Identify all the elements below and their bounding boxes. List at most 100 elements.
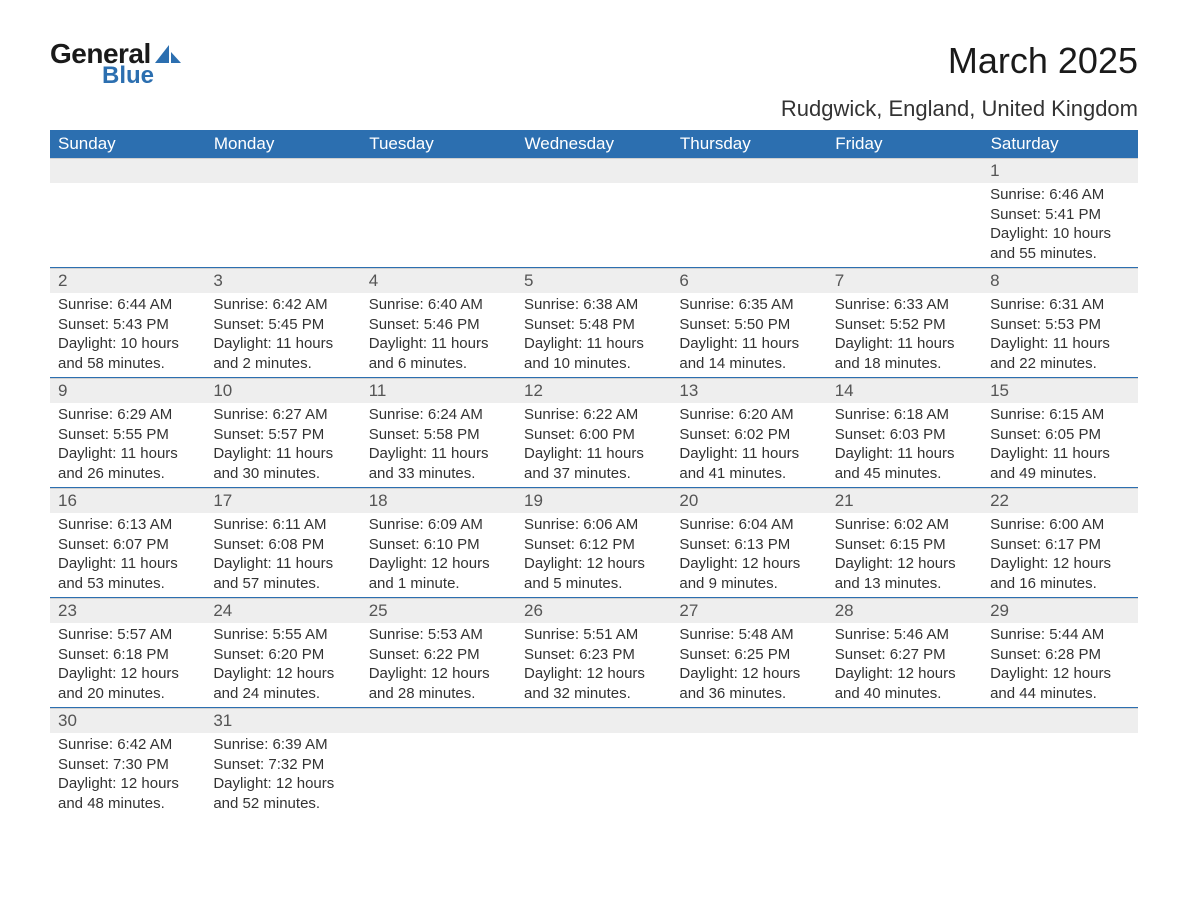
day-number <box>205 158 360 183</box>
daylight-line-1: Daylight: 11 hours <box>369 444 508 464</box>
day-number: 4 <box>361 268 516 293</box>
calendar-day-cell: 10Sunrise: 6:27 AMSunset: 5:57 PMDayligh… <box>205 378 360 488</box>
day-content: Sunrise: 6:29 AMSunset: 5:55 PMDaylight:… <box>50 403 205 487</box>
daylight-line-1: Daylight: 11 hours <box>990 334 1129 354</box>
sunset-line: Sunset: 6:05 PM <box>990 425 1129 445</box>
calendar-week-row: 1Sunrise: 6:46 AMSunset: 5:41 PMDaylight… <box>50 158 1138 268</box>
location-subtitle: Rudgwick, England, United Kingdom <box>781 96 1138 122</box>
daylight-line-1: Daylight: 12 hours <box>213 664 352 684</box>
sunrise-line: Sunrise: 5:53 AM <box>369 625 508 645</box>
calendar-day-cell <box>50 158 205 268</box>
day-content: Sunrise: 6:31 AMSunset: 5:53 PMDaylight:… <box>982 293 1137 377</box>
sunrise-line: Sunrise: 6:46 AM <box>990 185 1129 205</box>
sunset-line: Sunset: 5:46 PM <box>369 315 508 335</box>
day-content: Sunrise: 6:20 AMSunset: 6:02 PMDaylight:… <box>671 403 826 487</box>
sunset-line: Sunset: 6:20 PM <box>213 645 352 665</box>
day-content: Sunrise: 6:15 AMSunset: 6:05 PMDaylight:… <box>982 403 1137 487</box>
daylight-line-2: and 1 minute. <box>369 574 508 594</box>
calendar-day-cell: 30Sunrise: 6:42 AMSunset: 7:30 PMDayligh… <box>50 708 205 818</box>
sunrise-line: Sunrise: 6:24 AM <box>369 405 508 425</box>
sunrise-line: Sunrise: 6:42 AM <box>213 295 352 315</box>
daylight-line-1: Daylight: 11 hours <box>990 444 1129 464</box>
calendar-day-cell: 21Sunrise: 6:02 AMSunset: 6:15 PMDayligh… <box>827 488 982 598</box>
day-content: Sunrise: 5:48 AMSunset: 6:25 PMDaylight:… <box>671 623 826 707</box>
calendar-day-cell: 2Sunrise: 6:44 AMSunset: 5:43 PMDaylight… <box>50 268 205 378</box>
daylight-line-2: and 18 minutes. <box>835 354 974 374</box>
day-number: 5 <box>516 268 671 293</box>
daylight-line-2: and 14 minutes. <box>679 354 818 374</box>
day-content: Sunrise: 6:42 AMSunset: 5:45 PMDaylight:… <box>205 293 360 377</box>
day-number: 18 <box>361 488 516 513</box>
daylight-line-1: Daylight: 11 hours <box>58 554 197 574</box>
calendar-day-cell: 14Sunrise: 6:18 AMSunset: 6:03 PMDayligh… <box>827 378 982 488</box>
calendar-day-cell: 16Sunrise: 6:13 AMSunset: 6:07 PMDayligh… <box>50 488 205 598</box>
sunset-line: Sunset: 6:00 PM <box>524 425 663 445</box>
daylight-line-1: Daylight: 12 hours <box>369 554 508 574</box>
daylight-line-2: and 22 minutes. <box>990 354 1129 374</box>
daylight-line-1: Daylight: 10 hours <box>58 334 197 354</box>
sunrise-line: Sunrise: 5:51 AM <box>524 625 663 645</box>
page-header: General Blue March 2025 Rudgwick, Englan… <box>50 40 1138 122</box>
day-content: Sunrise: 6:33 AMSunset: 5:52 PMDaylight:… <box>827 293 982 377</box>
day-number: 28 <box>827 598 982 623</box>
sunset-line: Sunset: 6:15 PM <box>835 535 974 555</box>
calendar-day-cell: 20Sunrise: 6:04 AMSunset: 6:13 PMDayligh… <box>671 488 826 598</box>
daylight-line-1: Daylight: 11 hours <box>679 334 818 354</box>
calendar-day-cell: 19Sunrise: 6:06 AMSunset: 6:12 PMDayligh… <box>516 488 671 598</box>
day-number <box>827 708 982 733</box>
calendar-day-cell: 5Sunrise: 6:38 AMSunset: 5:48 PMDaylight… <box>516 268 671 378</box>
daylight-line-2: and 37 minutes. <box>524 464 663 484</box>
sunset-line: Sunset: 6:18 PM <box>58 645 197 665</box>
calendar-day-cell: 31Sunrise: 6:39 AMSunset: 7:32 PMDayligh… <box>205 708 360 818</box>
calendar-day-cell: 26Sunrise: 5:51 AMSunset: 6:23 PMDayligh… <box>516 598 671 708</box>
day-content: Sunrise: 6:13 AMSunset: 6:07 PMDaylight:… <box>50 513 205 597</box>
day-content: Sunrise: 6:22 AMSunset: 6:00 PMDaylight:… <box>516 403 671 487</box>
day-number: 25 <box>361 598 516 623</box>
day-number: 29 <box>982 598 1137 623</box>
daylight-line-2: and 13 minutes. <box>835 574 974 594</box>
day-content: Sunrise: 5:55 AMSunset: 6:20 PMDaylight:… <box>205 623 360 707</box>
daylight-line-2: and 24 minutes. <box>213 684 352 704</box>
sunrise-line: Sunrise: 6:44 AM <box>58 295 197 315</box>
weekday-header: Thursday <box>671 130 826 158</box>
sunset-line: Sunset: 6:13 PM <box>679 535 818 555</box>
title-block: March 2025 Rudgwick, England, United Kin… <box>781 40 1138 122</box>
sunset-line: Sunset: 6:02 PM <box>679 425 818 445</box>
daylight-line-2: and 57 minutes. <box>213 574 352 594</box>
daylight-line-1: Daylight: 12 hours <box>835 664 974 684</box>
calendar-day-cell: 4Sunrise: 6:40 AMSunset: 5:46 PMDaylight… <box>361 268 516 378</box>
day-number: 12 <box>516 378 671 403</box>
calendar-week-row: 30Sunrise: 6:42 AMSunset: 7:30 PMDayligh… <box>50 708 1138 818</box>
day-number <box>516 708 671 733</box>
calendar-day-cell: 13Sunrise: 6:20 AMSunset: 6:02 PMDayligh… <box>671 378 826 488</box>
calendar-day-cell: 6Sunrise: 6:35 AMSunset: 5:50 PMDaylight… <box>671 268 826 378</box>
day-content: Sunrise: 5:57 AMSunset: 6:18 PMDaylight:… <box>50 623 205 707</box>
day-content: Sunrise: 5:53 AMSunset: 6:22 PMDaylight:… <box>361 623 516 707</box>
daylight-line-2: and 30 minutes. <box>213 464 352 484</box>
day-content <box>827 183 982 209</box>
calendar-day-cell: 22Sunrise: 6:00 AMSunset: 6:17 PMDayligh… <box>982 488 1137 598</box>
calendar-day-cell: 3Sunrise: 6:42 AMSunset: 5:45 PMDaylight… <box>205 268 360 378</box>
weekday-header: Saturday <box>982 130 1137 158</box>
sunset-line: Sunset: 6:27 PM <box>835 645 974 665</box>
sunset-line: Sunset: 6:12 PM <box>524 535 663 555</box>
day-number: 30 <box>50 708 205 733</box>
day-number: 16 <box>50 488 205 513</box>
calendar-day-cell: 18Sunrise: 6:09 AMSunset: 6:10 PMDayligh… <box>361 488 516 598</box>
day-number: 20 <box>671 488 826 513</box>
day-number: 15 <box>982 378 1137 403</box>
daylight-line-2: and 33 minutes. <box>369 464 508 484</box>
sunset-line: Sunset: 6:03 PM <box>835 425 974 445</box>
daylight-line-2: and 32 minutes. <box>524 684 663 704</box>
daylight-line-1: Daylight: 12 hours <box>58 774 197 794</box>
sunset-line: Sunset: 6:17 PM <box>990 535 1129 555</box>
day-number: 3 <box>205 268 360 293</box>
calendar-day-cell: 7Sunrise: 6:33 AMSunset: 5:52 PMDaylight… <box>827 268 982 378</box>
calendar-week-row: 16Sunrise: 6:13 AMSunset: 6:07 PMDayligh… <box>50 488 1138 598</box>
sunset-line: Sunset: 5:50 PM <box>679 315 818 335</box>
calendar-day-cell <box>361 158 516 268</box>
day-content: Sunrise: 6:38 AMSunset: 5:48 PMDaylight:… <box>516 293 671 377</box>
day-number: 14 <box>827 378 982 403</box>
day-content: Sunrise: 6:00 AMSunset: 6:17 PMDaylight:… <box>982 513 1137 597</box>
calendar-day-cell <box>671 708 826 818</box>
